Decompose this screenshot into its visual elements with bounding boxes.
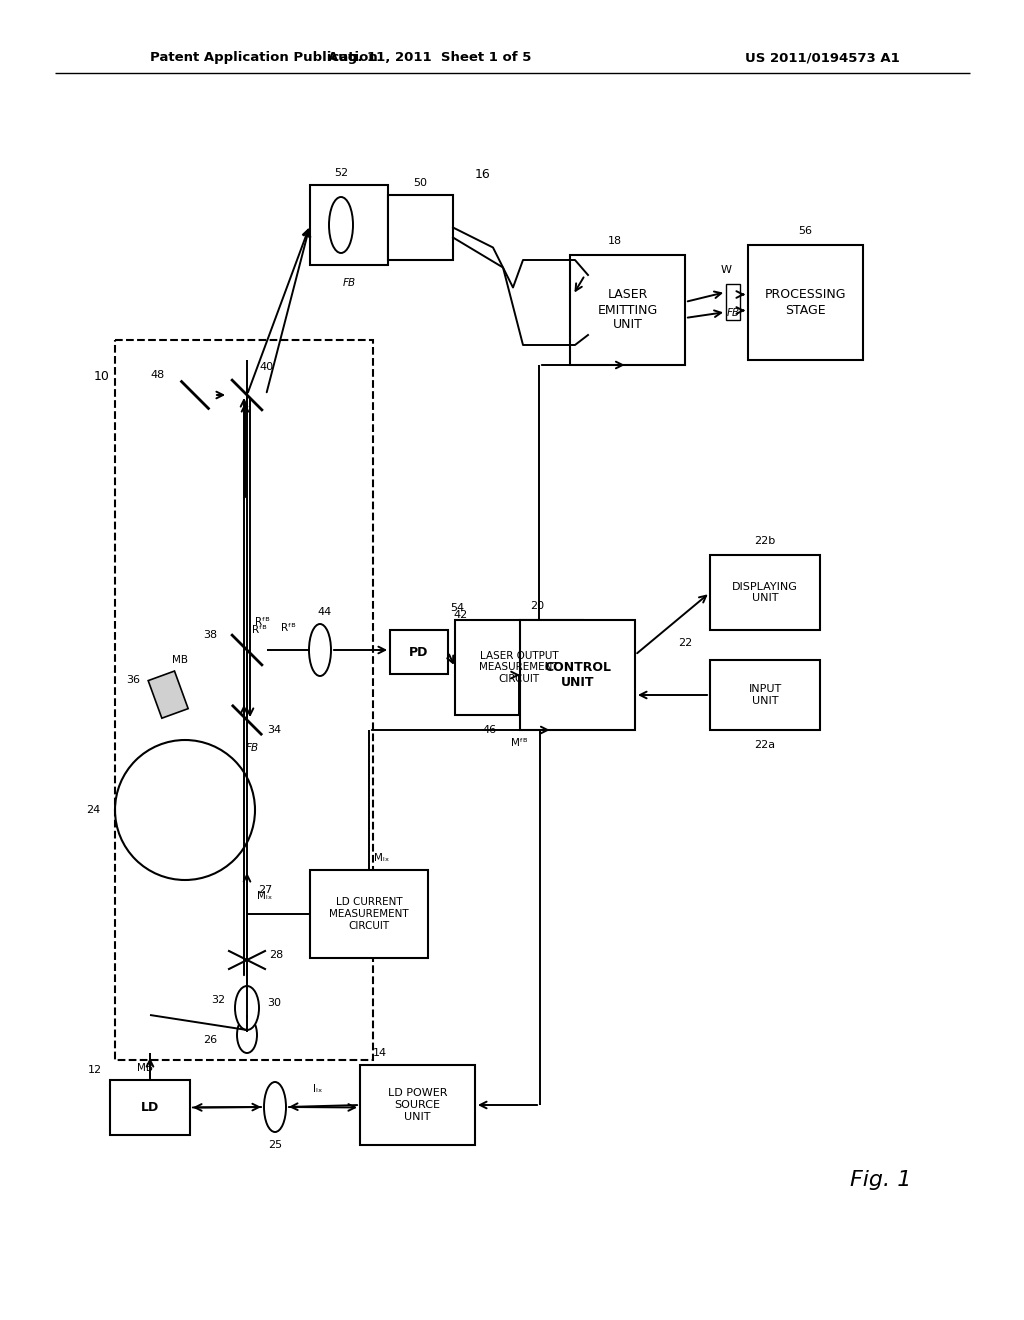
Text: 27: 27 xyxy=(258,884,272,895)
Polygon shape xyxy=(148,671,188,718)
Text: FB: FB xyxy=(342,279,355,288)
Bar xyxy=(360,1065,475,1144)
Text: Fig. 1: Fig. 1 xyxy=(850,1170,911,1191)
Text: FB: FB xyxy=(246,743,259,752)
Text: 12: 12 xyxy=(88,1065,102,1074)
Bar xyxy=(310,870,428,958)
Text: Mₗₓ: Mₗₓ xyxy=(257,891,272,902)
Text: LASER OUTPUT
MEASUREMENT
CIRCUIT: LASER OUTPUT MEASUREMENT CIRCUIT xyxy=(479,651,559,684)
Text: 14: 14 xyxy=(373,1048,387,1059)
Ellipse shape xyxy=(309,624,331,676)
Text: Aug. 11, 2011  Sheet 1 of 5: Aug. 11, 2011 Sheet 1 of 5 xyxy=(329,51,531,65)
Text: Patent Application Publication: Patent Application Publication xyxy=(150,51,378,65)
Text: 25: 25 xyxy=(268,1140,282,1150)
Text: 26: 26 xyxy=(203,1035,217,1045)
Text: MB: MB xyxy=(172,655,188,665)
Bar xyxy=(110,1080,190,1135)
Text: Rᶠᴮ: Rᶠᴮ xyxy=(252,624,266,635)
Text: 46: 46 xyxy=(483,725,497,735)
Text: 50: 50 xyxy=(414,178,427,187)
Text: Rᶠᴮ: Rᶠᴮ xyxy=(255,616,269,627)
Text: 42: 42 xyxy=(453,610,467,620)
Text: 56: 56 xyxy=(799,226,812,236)
Ellipse shape xyxy=(329,197,353,253)
Text: 22: 22 xyxy=(678,638,692,648)
Bar xyxy=(570,255,685,366)
Text: Rᶠᴮ: Rᶠᴮ xyxy=(282,623,296,634)
Text: Mₗₓ: Mₗₓ xyxy=(374,853,389,863)
Text: 32: 32 xyxy=(211,995,225,1005)
Text: 34: 34 xyxy=(267,725,282,735)
Bar xyxy=(455,620,583,715)
Text: CONTROL
UNIT: CONTROL UNIT xyxy=(544,661,611,689)
Text: 16: 16 xyxy=(475,169,490,181)
Text: 44: 44 xyxy=(317,607,332,616)
Bar xyxy=(388,195,453,260)
Text: 18: 18 xyxy=(607,236,622,246)
Text: Iₗₓ: Iₗₓ xyxy=(312,1084,323,1094)
Text: US 2011/0194573 A1: US 2011/0194573 A1 xyxy=(745,51,900,65)
Bar xyxy=(710,660,820,730)
Text: PROCESSING
STAGE: PROCESSING STAGE xyxy=(765,289,846,317)
Text: MB: MB xyxy=(137,1063,153,1073)
Bar xyxy=(390,630,449,675)
Text: 36: 36 xyxy=(126,675,140,685)
Text: 28: 28 xyxy=(269,950,284,960)
Bar xyxy=(710,554,820,630)
Text: Mᶠᴮ: Mᶠᴮ xyxy=(511,738,527,748)
Text: 38: 38 xyxy=(203,630,217,640)
Text: 20: 20 xyxy=(530,601,544,611)
Text: 52: 52 xyxy=(334,168,348,178)
Text: 10: 10 xyxy=(94,370,110,383)
Text: 54: 54 xyxy=(450,603,464,612)
Text: FB: FB xyxy=(726,308,739,318)
Text: PD: PD xyxy=(410,645,429,659)
Text: 30: 30 xyxy=(267,998,281,1008)
Text: LD POWER
SOURCE
UNIT: LD POWER SOURCE UNIT xyxy=(388,1089,447,1122)
Bar xyxy=(726,284,740,319)
Ellipse shape xyxy=(237,1016,257,1053)
Text: INPUT
UNIT: INPUT UNIT xyxy=(749,684,781,706)
Text: W: W xyxy=(721,265,731,275)
Text: 22a: 22a xyxy=(755,741,775,750)
Text: 48: 48 xyxy=(151,370,165,380)
Text: DISPLAYING
UNIT: DISPLAYING UNIT xyxy=(732,582,798,603)
Bar xyxy=(748,246,863,360)
Text: 24: 24 xyxy=(86,805,100,814)
Bar xyxy=(520,620,635,730)
Text: 22b: 22b xyxy=(755,536,775,546)
Bar xyxy=(310,185,388,265)
Text: LASER
EMITTING
UNIT: LASER EMITTING UNIT xyxy=(597,289,657,331)
Ellipse shape xyxy=(264,1082,286,1133)
Text: LD CURRENT
MEASUREMENT
CIRCUIT: LD CURRENT MEASUREMENT CIRCUIT xyxy=(329,898,409,931)
Text: 40: 40 xyxy=(259,362,273,372)
Ellipse shape xyxy=(234,986,259,1030)
Text: LD: LD xyxy=(141,1101,159,1114)
Bar xyxy=(115,341,373,1060)
